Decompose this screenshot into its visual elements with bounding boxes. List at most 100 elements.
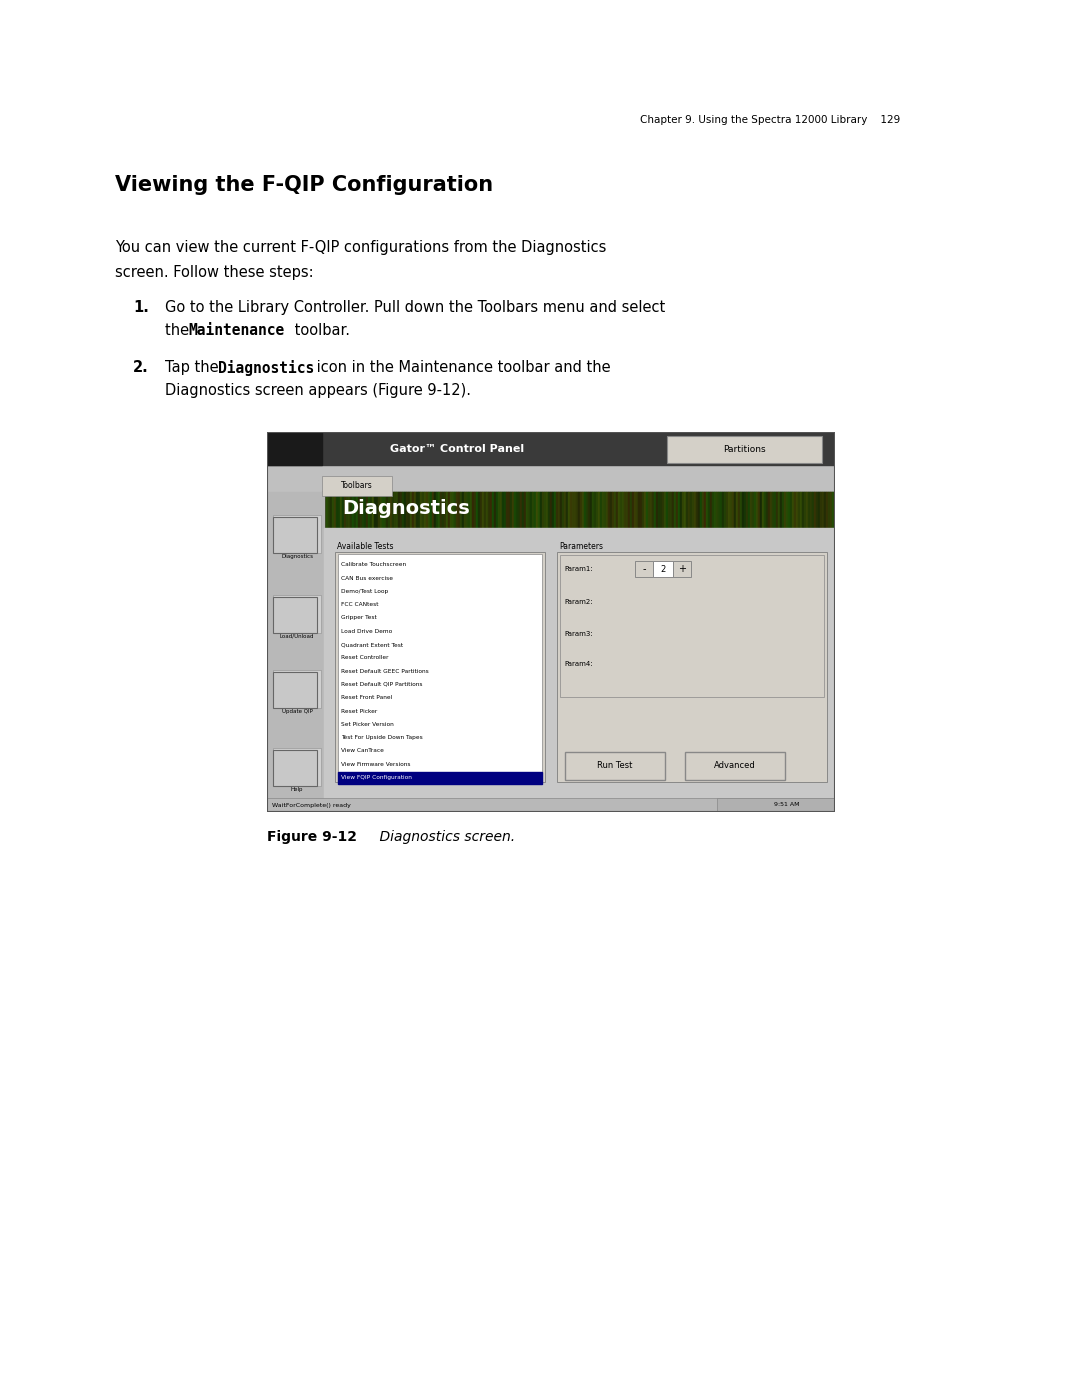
Bar	[820, 492, 822, 527]
Bar	[540, 492, 542, 527]
Bar	[530, 492, 532, 527]
Bar	[718, 492, 720, 527]
Text: Go to the Library Controller. Pull down the Toolbars menu and select: Go to the Library Controller. Pull down …	[165, 300, 665, 314]
Bar	[670, 492, 672, 527]
Text: Diagnostics: Diagnostics	[281, 555, 313, 559]
Bar	[627, 492, 630, 527]
Bar	[642, 492, 644, 527]
Bar	[334, 492, 336, 527]
Bar	[426, 492, 428, 527]
Bar	[430, 492, 432, 527]
Bar	[496, 492, 498, 527]
Bar	[648, 492, 650, 527]
Bar	[352, 492, 354, 527]
Bar	[328, 492, 330, 527]
Text: Reset Default QIP Partitions: Reset Default QIP Partitions	[341, 682, 422, 687]
Bar	[798, 492, 800, 527]
Bar	[507, 492, 508, 527]
Bar	[720, 492, 723, 527]
Bar	[804, 492, 806, 527]
Bar	[788, 492, 789, 527]
Bar	[273, 671, 321, 708]
Bar	[796, 492, 798, 527]
Text: Reset Picker: Reset Picker	[341, 708, 377, 714]
Bar	[653, 562, 673, 577]
Bar	[488, 492, 490, 527]
Bar	[784, 492, 786, 527]
Bar	[400, 492, 402, 527]
Bar	[478, 492, 480, 527]
Bar	[635, 562, 653, 577]
Bar	[620, 492, 622, 527]
Bar	[710, 492, 712, 527]
Bar	[744, 492, 746, 527]
Bar	[346, 492, 348, 527]
Bar	[502, 492, 504, 527]
Text: Gator™ Control Panel: Gator™ Control Panel	[390, 444, 524, 454]
Bar	[742, 492, 744, 527]
Text: 9:51 AM: 9:51 AM	[774, 802, 800, 807]
Bar	[390, 492, 392, 527]
Bar	[596, 492, 598, 527]
Text: View CanTrace: View CanTrace	[341, 749, 383, 753]
Bar	[424, 492, 426, 527]
Bar	[480, 492, 482, 527]
Bar	[723, 492, 724, 527]
Text: View FQIP Configuration: View FQIP Configuration	[341, 775, 411, 780]
Bar	[681, 492, 684, 527]
Bar	[822, 492, 824, 527]
Bar	[332, 492, 334, 527]
Bar	[740, 492, 742, 527]
Bar	[568, 492, 570, 527]
Bar	[622, 492, 624, 527]
Bar	[470, 492, 472, 527]
Text: Param1:: Param1:	[564, 566, 593, 571]
Text: Load Drive Demo: Load Drive Demo	[341, 629, 392, 634]
Bar	[584, 492, 586, 527]
Bar	[532, 492, 534, 527]
Bar	[654, 492, 656, 527]
Bar	[561, 555, 824, 697]
Bar	[388, 492, 390, 527]
Bar	[516, 492, 518, 527]
Bar	[826, 492, 828, 527]
Bar	[418, 492, 420, 527]
Bar	[746, 492, 748, 527]
Bar	[394, 492, 396, 527]
Bar	[544, 492, 546, 527]
Bar	[685, 752, 785, 780]
Bar	[392, 492, 394, 527]
Bar	[399, 492, 400, 527]
Text: Reset Front Panel: Reset Front Panel	[341, 696, 392, 700]
Bar	[644, 492, 646, 527]
Text: icon in the Maintenance toolbar and the: icon in the Maintenance toolbar and the	[312, 360, 610, 374]
Bar	[552, 492, 554, 527]
Text: Help: Help	[291, 787, 303, 792]
Bar	[546, 492, 548, 527]
Bar	[688, 492, 690, 527]
Text: Diagnostics screen.: Diagnostics screen.	[362, 830, 515, 844]
Bar	[514, 492, 516, 527]
Bar	[322, 476, 392, 496]
Bar	[652, 492, 654, 527]
Bar	[366, 492, 368, 527]
Bar	[558, 492, 561, 527]
Bar	[818, 492, 820, 527]
Bar	[680, 492, 681, 527]
Bar	[606, 492, 608, 527]
Bar	[498, 492, 500, 527]
Bar	[640, 492, 642, 527]
Bar	[472, 492, 474, 527]
Bar	[673, 562, 691, 577]
Text: Partitions: Partitions	[723, 444, 766, 454]
Text: Test For Upside Down Tapes: Test For Upside Down Tapes	[341, 735, 422, 740]
Bar	[738, 492, 740, 527]
Bar	[686, 492, 688, 527]
Bar	[824, 492, 826, 527]
Bar	[273, 747, 321, 787]
Bar	[442, 492, 444, 527]
Text: Figure 9-12: Figure 9-12	[267, 830, 357, 844]
Bar	[764, 492, 766, 527]
Bar	[590, 492, 592, 527]
Bar	[512, 492, 514, 527]
